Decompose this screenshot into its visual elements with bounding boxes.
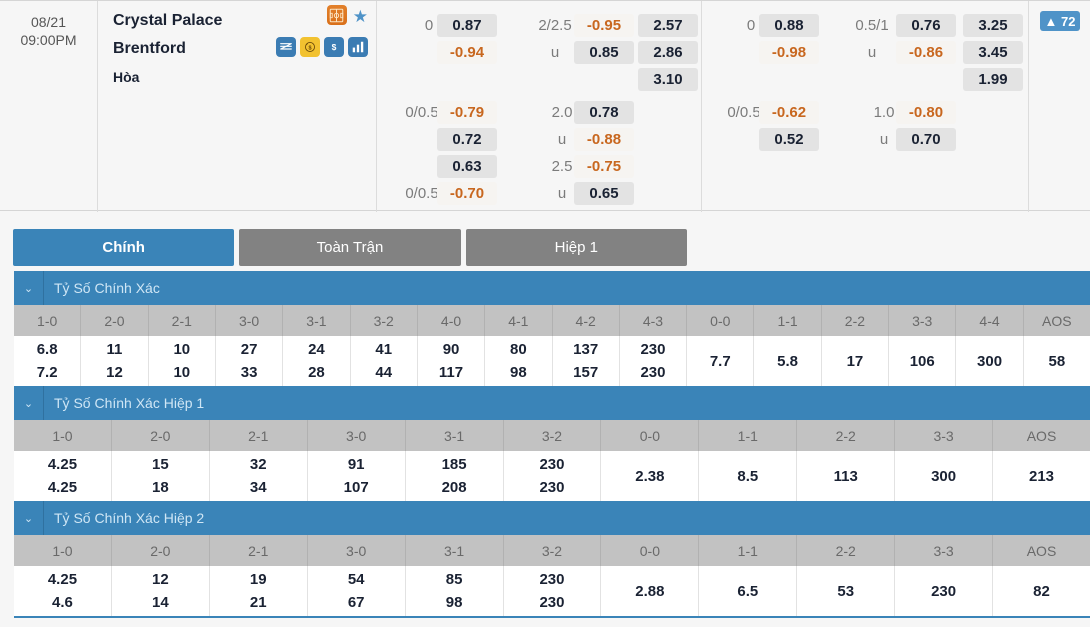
- svg-text:$: $: [332, 42, 337, 52]
- svg-text:$: $: [308, 45, 311, 51]
